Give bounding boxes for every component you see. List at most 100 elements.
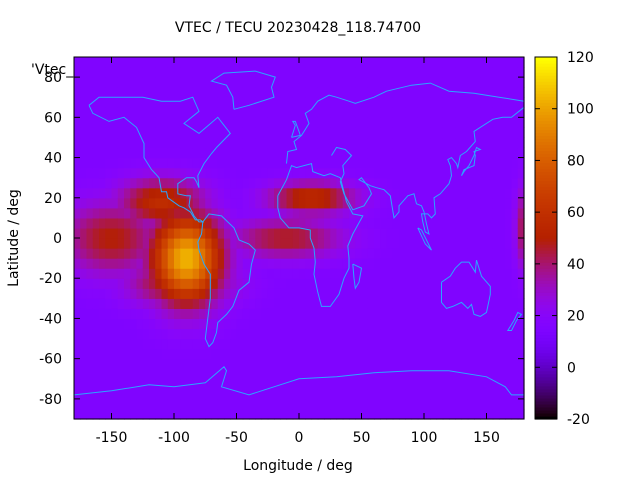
heatmap-cell	[436, 338, 444, 350]
heatmap-cell	[180, 318, 188, 330]
heatmap-cell	[242, 77, 250, 88]
colorbar-segment	[535, 150, 557, 155]
heatmap-cell	[517, 398, 525, 410]
heatmap-cell	[155, 308, 163, 320]
heatmap-cell	[517, 328, 525, 340]
heatmap-cell	[424, 398, 431, 410]
heatmap-cell	[249, 107, 256, 118]
heatmap-cell	[155, 288, 163, 299]
heatmap-cell	[311, 408, 319, 420]
heatmap-cell	[436, 147, 444, 159]
heatmap-cell	[267, 107, 275, 118]
heatmap-cell	[517, 348, 525, 360]
heatmap-cell	[486, 67, 494, 78]
heatmap-cell	[267, 127, 275, 139]
heatmap-cell	[155, 207, 163, 219]
heatmap-cell	[86, 137, 94, 149]
heatmap-cell	[136, 137, 144, 149]
heatmap-cell	[430, 368, 438, 380]
heatmap-cell	[155, 147, 163, 159]
heatmap-cell	[161, 167, 169, 179]
heatmap-cell	[361, 117, 369, 128]
heatmap-cell	[474, 238, 481, 249]
heatmap-cell	[117, 398, 125, 410]
heatmap-cell	[330, 107, 338, 118]
heatmap-cell	[167, 147, 175, 159]
heatmap-cell	[155, 278, 163, 289]
heatmap-cell	[249, 258, 256, 269]
heatmap-cell	[474, 187, 481, 199]
heatmap-cell	[80, 217, 88, 229]
heatmap-cell	[499, 147, 506, 159]
heatmap-cell	[330, 77, 338, 88]
heatmap-cell	[74, 258, 81, 269]
heatmap-cell	[455, 258, 463, 269]
heatmap-cell	[486, 298, 494, 309]
heatmap-cell	[430, 338, 438, 350]
heatmap-cell	[299, 308, 306, 320]
heatmap-cell	[155, 87, 163, 98]
heatmap-cell	[280, 77, 288, 88]
heatmap-cell	[361, 258, 369, 269]
heatmap-cell	[411, 248, 419, 259]
heatmap-cell	[174, 177, 181, 189]
heatmap-cell	[130, 378, 138, 390]
heatmap-cell	[174, 227, 181, 239]
heatmap-cell	[280, 117, 288, 128]
heatmap-cell	[299, 408, 306, 420]
heatmap-cell	[99, 77, 106, 88]
heatmap-cell	[461, 127, 469, 139]
heatmap-cell	[192, 197, 200, 209]
x-tick-label: 0	[295, 430, 304, 446]
heatmap-cell	[174, 278, 181, 289]
heatmap-cell	[261, 197, 269, 209]
heatmap-cell	[324, 408, 331, 420]
heatmap-cell	[74, 338, 81, 350]
heatmap-cell	[261, 268, 269, 279]
colorbar-segment	[535, 78, 557, 82]
heatmap-cell	[124, 298, 131, 309]
colorbar-segment	[535, 376, 557, 381]
heatmap-cell	[99, 197, 106, 209]
heatmap-cell	[274, 378, 281, 390]
heatmap-cell	[311, 358, 319, 370]
heatmap-cell	[174, 97, 181, 108]
heatmap-cell	[99, 217, 106, 229]
heatmap-cell	[86, 67, 94, 78]
heatmap-cell	[117, 157, 125, 169]
heatmap-cell	[349, 278, 356, 289]
heatmap-cell	[511, 238, 519, 249]
heatmap-cell	[174, 107, 181, 118]
heatmap-cell	[349, 288, 356, 299]
heatmap-cell	[236, 127, 244, 139]
heatmap-cell	[311, 398, 319, 410]
heatmap-cell	[392, 187, 400, 199]
heatmap-cell	[436, 368, 444, 380]
heatmap-cell	[430, 238, 438, 249]
heatmap-cell	[174, 308, 181, 320]
heatmap-cell	[380, 177, 388, 189]
heatmap-cell	[86, 388, 94, 400]
heatmap-cell	[236, 77, 244, 88]
heatmap-cell	[474, 207, 481, 219]
heatmap-cell	[474, 378, 481, 390]
heatmap-cell	[367, 197, 375, 209]
heatmap-cell	[286, 378, 294, 390]
colorbar-segment	[535, 310, 557, 315]
heatmap-cell	[361, 338, 369, 350]
heatmap-cell	[261, 298, 269, 309]
heatmap-cell	[349, 258, 356, 269]
heatmap-cell	[411, 97, 419, 108]
heatmap-cell	[167, 87, 175, 98]
heatmap-cell	[392, 348, 400, 360]
heatmap-cell	[480, 207, 488, 219]
heatmap-cell	[105, 97, 113, 108]
heatmap-cell	[499, 338, 506, 350]
heatmap-cell	[105, 77, 113, 88]
heatmap-cell	[411, 408, 419, 420]
heatmap-cell	[180, 388, 188, 400]
heatmap-cell	[367, 107, 375, 118]
heatmap-cell	[492, 328, 500, 340]
heatmap-cell	[105, 268, 113, 279]
heatmap-cell	[224, 97, 231, 108]
